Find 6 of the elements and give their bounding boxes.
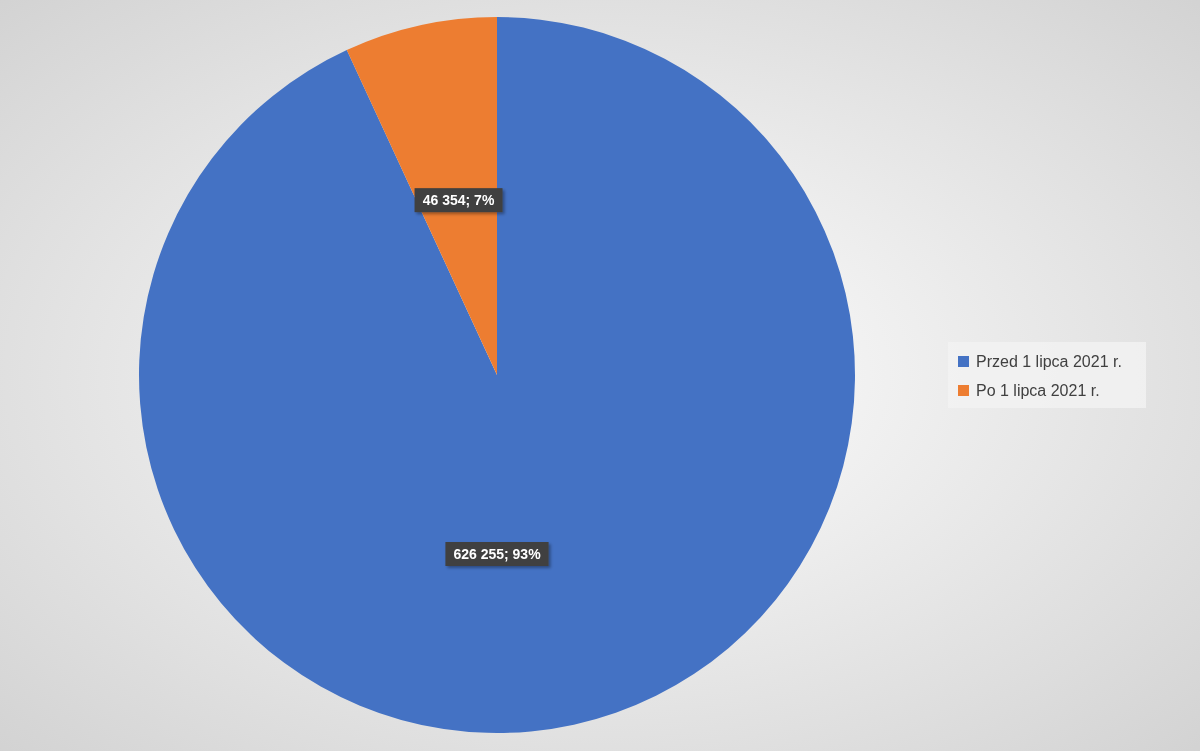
legend-label: Przed 1 lipca 2021 r.	[976, 353, 1122, 370]
legend-label: Po 1 lipca 2021 r.	[976, 382, 1100, 399]
data-label: 626 255; 93%	[453, 546, 542, 562]
data-label: 46 354; 7%	[422, 192, 495, 209]
pie-slice	[139, 17, 855, 733]
pie-slice	[346, 17, 497, 375]
